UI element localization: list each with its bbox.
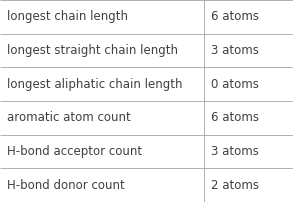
Text: 6 atoms: 6 atoms [211,10,259,23]
Bar [0,67,293,101]
Text: longest aliphatic chain length: longest aliphatic chain length [7,78,183,91]
Bar [0,34,293,67]
Text: H-bond acceptor count: H-bond acceptor count [7,145,142,158]
Text: 3 atoms: 3 atoms [211,44,259,57]
Text: aromatic atom count: aromatic atom count [7,111,131,124]
Bar [0,135,293,168]
Text: H-bond donor count: H-bond donor count [7,179,125,192]
Text: 6 atoms: 6 atoms [211,111,259,124]
Bar [0,168,293,202]
Bar [0,0,293,34]
Text: longest chain length: longest chain length [7,10,128,23]
Bar [0,101,293,135]
Text: 2 atoms: 2 atoms [211,179,259,192]
Text: 3 atoms: 3 atoms [211,145,259,158]
Text: longest straight chain length: longest straight chain length [7,44,178,57]
Text: 0 atoms: 0 atoms [211,78,259,91]
